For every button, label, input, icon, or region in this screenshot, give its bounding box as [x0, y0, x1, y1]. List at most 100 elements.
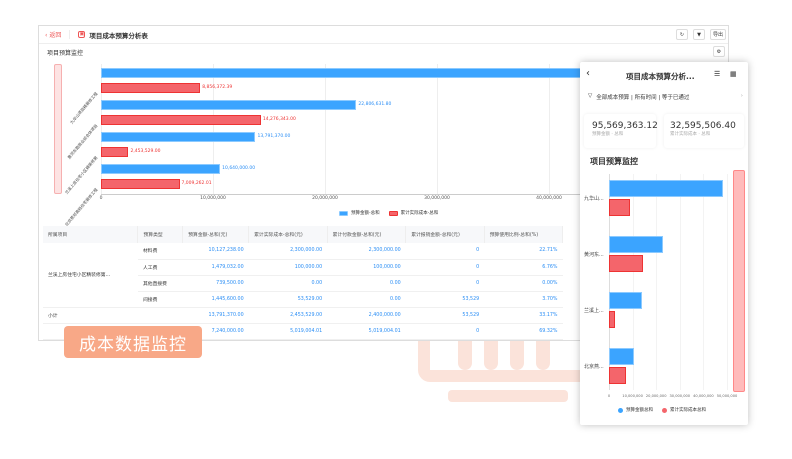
gridline — [679, 174, 681, 390]
bar-budget[interactable] — [609, 236, 663, 253]
project-cell: 兰溪上房住宅小区精装修第... — [43, 243, 138, 308]
bar-cost[interactable] — [609, 199, 630, 216]
bar-cost[interactable] — [609, 311, 615, 328]
bar-budget[interactable] — [101, 164, 221, 174]
gridline — [325, 64, 326, 194]
table-cell: 100,000.00 — [327, 259, 406, 276]
column-header[interactable]: 累计实际成本-总和(元) — [248, 226, 328, 243]
bar-budget[interactable] — [609, 292, 642, 309]
table-cell: 100,000.00 — [248, 259, 328, 276]
subtotal-cell: 2,453,529.00 — [248, 307, 328, 324]
filter-button[interactable]: ▼ — [693, 29, 705, 40]
y-axis-label: 黄河东路商业综合体项目 — [66, 123, 99, 160]
filter-icon: ▼ — [697, 31, 701, 38]
legend-dot-budget — [618, 407, 623, 413]
feature-badge: 成本数据监控 — [64, 326, 202, 358]
subtotal-cell: 53,529 — [405, 307, 485, 324]
x-tick-label: 20,000,000 — [312, 196, 338, 201]
table-row: 小计 13,791,370.00 2,453,529.00 2,400,000.00 5… — [43, 307, 563, 324]
zoom-slider[interactable] — [54, 64, 62, 194]
table-cell: 22.71% — [484, 243, 563, 260]
bar-budget[interactable] — [609, 348, 635, 365]
gridline — [101, 64, 102, 194]
legend-dot-cost — [662, 407, 667, 413]
list-icon[interactable]: ☰ — [714, 70, 721, 78]
data-label: 2,453,529.00 — [130, 149, 161, 154]
table-icon[interactable]: ▦ — [730, 70, 737, 78]
table-cell: 5,019,004.01 — [327, 323, 406, 340]
table-cell: 1,479,032.00 — [182, 259, 249, 276]
table-row: 间接费 1,445,600.00 53,529.00 0.00 53,529 3.70% — [43, 291, 563, 308]
back-button[interactable]: ‹ 返回 — [45, 30, 71, 39]
column-header[interactable]: 预算金额-总和(元) — [182, 226, 250, 243]
filter-bar[interactable]: ▽ 全部成本预算 | 所有时间 | 等于已通过 › — [588, 93, 743, 101]
bar-cost[interactable] — [101, 83, 201, 93]
page-title: 项目成本预算分析表 — [89, 31, 148, 40]
data-label: 7,009,262.01 — [181, 181, 212, 186]
data-label: 10,640,000.00 — [222, 166, 256, 171]
table-cell: 10,127,238.00 — [182, 243, 249, 260]
table-cell: 材料费 — [137, 243, 183, 260]
table-cell: 间接费 — [137, 291, 183, 308]
bar-cost[interactable] — [609, 367, 626, 384]
report-icon: ▣ — [78, 31, 86, 38]
table-cell: 其他直接费 — [137, 275, 183, 292]
table-row: 兰溪上房住宅小区精装修第... 材料费 10,127,238.00 2,300,000… — [43, 243, 563, 308]
table-cell: 1,695,320.00 — [327, 339, 406, 340]
bar-budget[interactable] — [101, 132, 256, 142]
kpi-cost: 32,595,506.40 累计实际成本 · 总和 — [664, 114, 744, 148]
table-cell: 1,695,320.00 — [248, 339, 328, 340]
table-cell: 56.51% — [484, 339, 563, 340]
x-tick-label: 30,000,000 — [669, 394, 691, 398]
mobile-chart-title: 项目预算监控 — [590, 157, 638, 166]
kpi-value: 95,569,363.12 — [592, 121, 658, 131]
bar-cost[interactable] — [609, 255, 643, 272]
column-header[interactable]: 预算使用比例-总和(%) — [484, 226, 564, 243]
table-header: 所属项目 预算类型 预算金额-总和(元) 累计实际成本-总和(元) 累计付款金额-总和(… — [43, 226, 564, 243]
back-chevron-icon[interactable]: ‹ — [586, 68, 590, 79]
x-tick-label: 40,000,000 — [693, 394, 714, 398]
x-tick-label: 30,000,000 — [424, 196, 450, 201]
data-label: 14,276,343.00 — [262, 117, 296, 122]
legend-budget[interactable]: 预算金额总和 — [626, 408, 653, 413]
refresh-button[interactable]: ↻ — [676, 29, 688, 40]
legend-swatch-budget — [339, 210, 348, 216]
mobile-budget-chart: 0 10,000,000 20,000,000 30,000,000 40,000,00… — [580, 62, 748, 425]
bar-budget[interactable] — [609, 180, 724, 197]
gridline — [213, 64, 214, 194]
bar-budget[interactable] — [101, 100, 357, 110]
x-axis — [101, 194, 721, 195]
table-cell: 0 — [405, 339, 485, 340]
table-cell: 53,529 — [405, 291, 485, 308]
back-label: 返回 — [49, 32, 62, 39]
refresh-icon: ↻ — [679, 31, 685, 38]
y-axis-label: 黄河东... — [584, 252, 604, 258]
bar-cost[interactable] — [101, 115, 261, 125]
mobile-title: 项目成本预算分析... — [626, 72, 695, 81]
settings-button[interactable]: ⚙ — [713, 46, 725, 57]
mobile-legend: 预算金额总和 累计实际成本总和 — [618, 407, 706, 413]
table-cell: 69.32% — [484, 323, 563, 340]
column-header[interactable]: 累计报销金额-总和(元) — [405, 226, 485, 243]
bar-budget[interactable] — [101, 68, 643, 78]
export-button[interactable]: 导出 — [710, 29, 726, 40]
legend-cost[interactable]: 累计实际成本总和 — [670, 408, 706, 413]
mobile-zoom-slider[interactable] — [733, 170, 745, 392]
table-cell: 人工费 — [137, 259, 183, 276]
legend-cost[interactable]: 累计实际成本-总和 — [400, 211, 439, 216]
table-cell: 0 — [405, 259, 485, 276]
table-cell: 0 — [405, 243, 485, 260]
table-cell: 6.76% — [484, 259, 563, 276]
column-header[interactable]: 预算类型 — [137, 226, 184, 243]
legend-budget[interactable]: 预算金额-总和 — [351, 211, 380, 216]
table-cell: 2,300,000.00 — [248, 243, 328, 260]
column-header[interactable]: 累计付款金额-总和(元) — [327, 226, 407, 243]
bar-cost[interactable] — [101, 179, 180, 189]
table-row: 其他直接费 739,500.00 0.00 0.00 0 0.00% — [43, 275, 563, 292]
table-row: 人工费 1,479,032.00 100,000.00 100,000.00 0 6.76… — [43, 259, 563, 276]
table-cell: 3,000,000.00 — [182, 339, 249, 340]
column-header[interactable]: 所属项目 — [43, 226, 139, 243]
bar-cost[interactable] — [101, 147, 129, 157]
y-axis-label: 兰溪上... — [584, 308, 604, 314]
table-cell: 739,500.00 — [182, 275, 249, 292]
